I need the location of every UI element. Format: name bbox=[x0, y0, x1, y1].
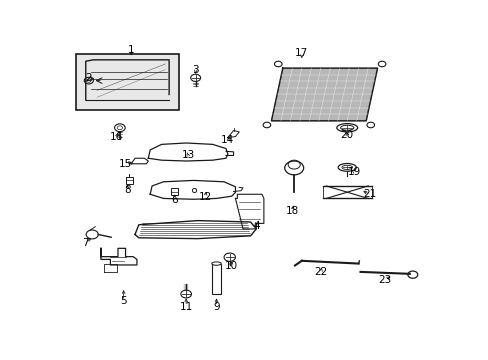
Text: 13: 13 bbox=[181, 150, 194, 161]
Text: 5: 5 bbox=[120, 296, 127, 306]
Text: 18: 18 bbox=[285, 206, 298, 216]
Bar bbox=[76, 54, 178, 110]
Polygon shape bbox=[271, 68, 377, 121]
Text: 9: 9 bbox=[213, 302, 220, 311]
Bar bbox=[126, 177, 132, 184]
Text: 23: 23 bbox=[378, 275, 391, 285]
Polygon shape bbox=[131, 158, 148, 164]
Ellipse shape bbox=[211, 262, 221, 265]
Text: 7: 7 bbox=[82, 238, 89, 248]
Text: 8: 8 bbox=[124, 185, 130, 195]
Text: 15: 15 bbox=[119, 159, 132, 169]
Bar bbox=[171, 188, 178, 194]
Ellipse shape bbox=[338, 163, 356, 171]
Polygon shape bbox=[150, 180, 235, 199]
Text: 19: 19 bbox=[347, 167, 361, 177]
Text: 2: 2 bbox=[85, 73, 92, 83]
Ellipse shape bbox=[340, 125, 353, 130]
Text: 20: 20 bbox=[340, 130, 353, 140]
Text: 16: 16 bbox=[109, 132, 122, 143]
Ellipse shape bbox=[336, 123, 357, 132]
Polygon shape bbox=[235, 194, 264, 229]
Polygon shape bbox=[101, 248, 137, 265]
Bar bbox=[211, 264, 221, 294]
Text: 21: 21 bbox=[363, 189, 376, 199]
Text: 17: 17 bbox=[295, 48, 308, 58]
Polygon shape bbox=[227, 131, 239, 138]
Text: 1: 1 bbox=[128, 45, 134, 55]
Text: 10: 10 bbox=[224, 261, 238, 271]
Ellipse shape bbox=[341, 165, 352, 170]
Text: 12: 12 bbox=[198, 192, 211, 202]
Text: 14: 14 bbox=[221, 135, 234, 145]
Polygon shape bbox=[135, 221, 256, 239]
Text: 6: 6 bbox=[171, 195, 178, 205]
Text: 22: 22 bbox=[313, 267, 326, 277]
Text: 4: 4 bbox=[252, 221, 259, 231]
Polygon shape bbox=[148, 143, 227, 161]
Text: 3: 3 bbox=[192, 64, 199, 75]
Text: 11: 11 bbox=[179, 302, 192, 311]
